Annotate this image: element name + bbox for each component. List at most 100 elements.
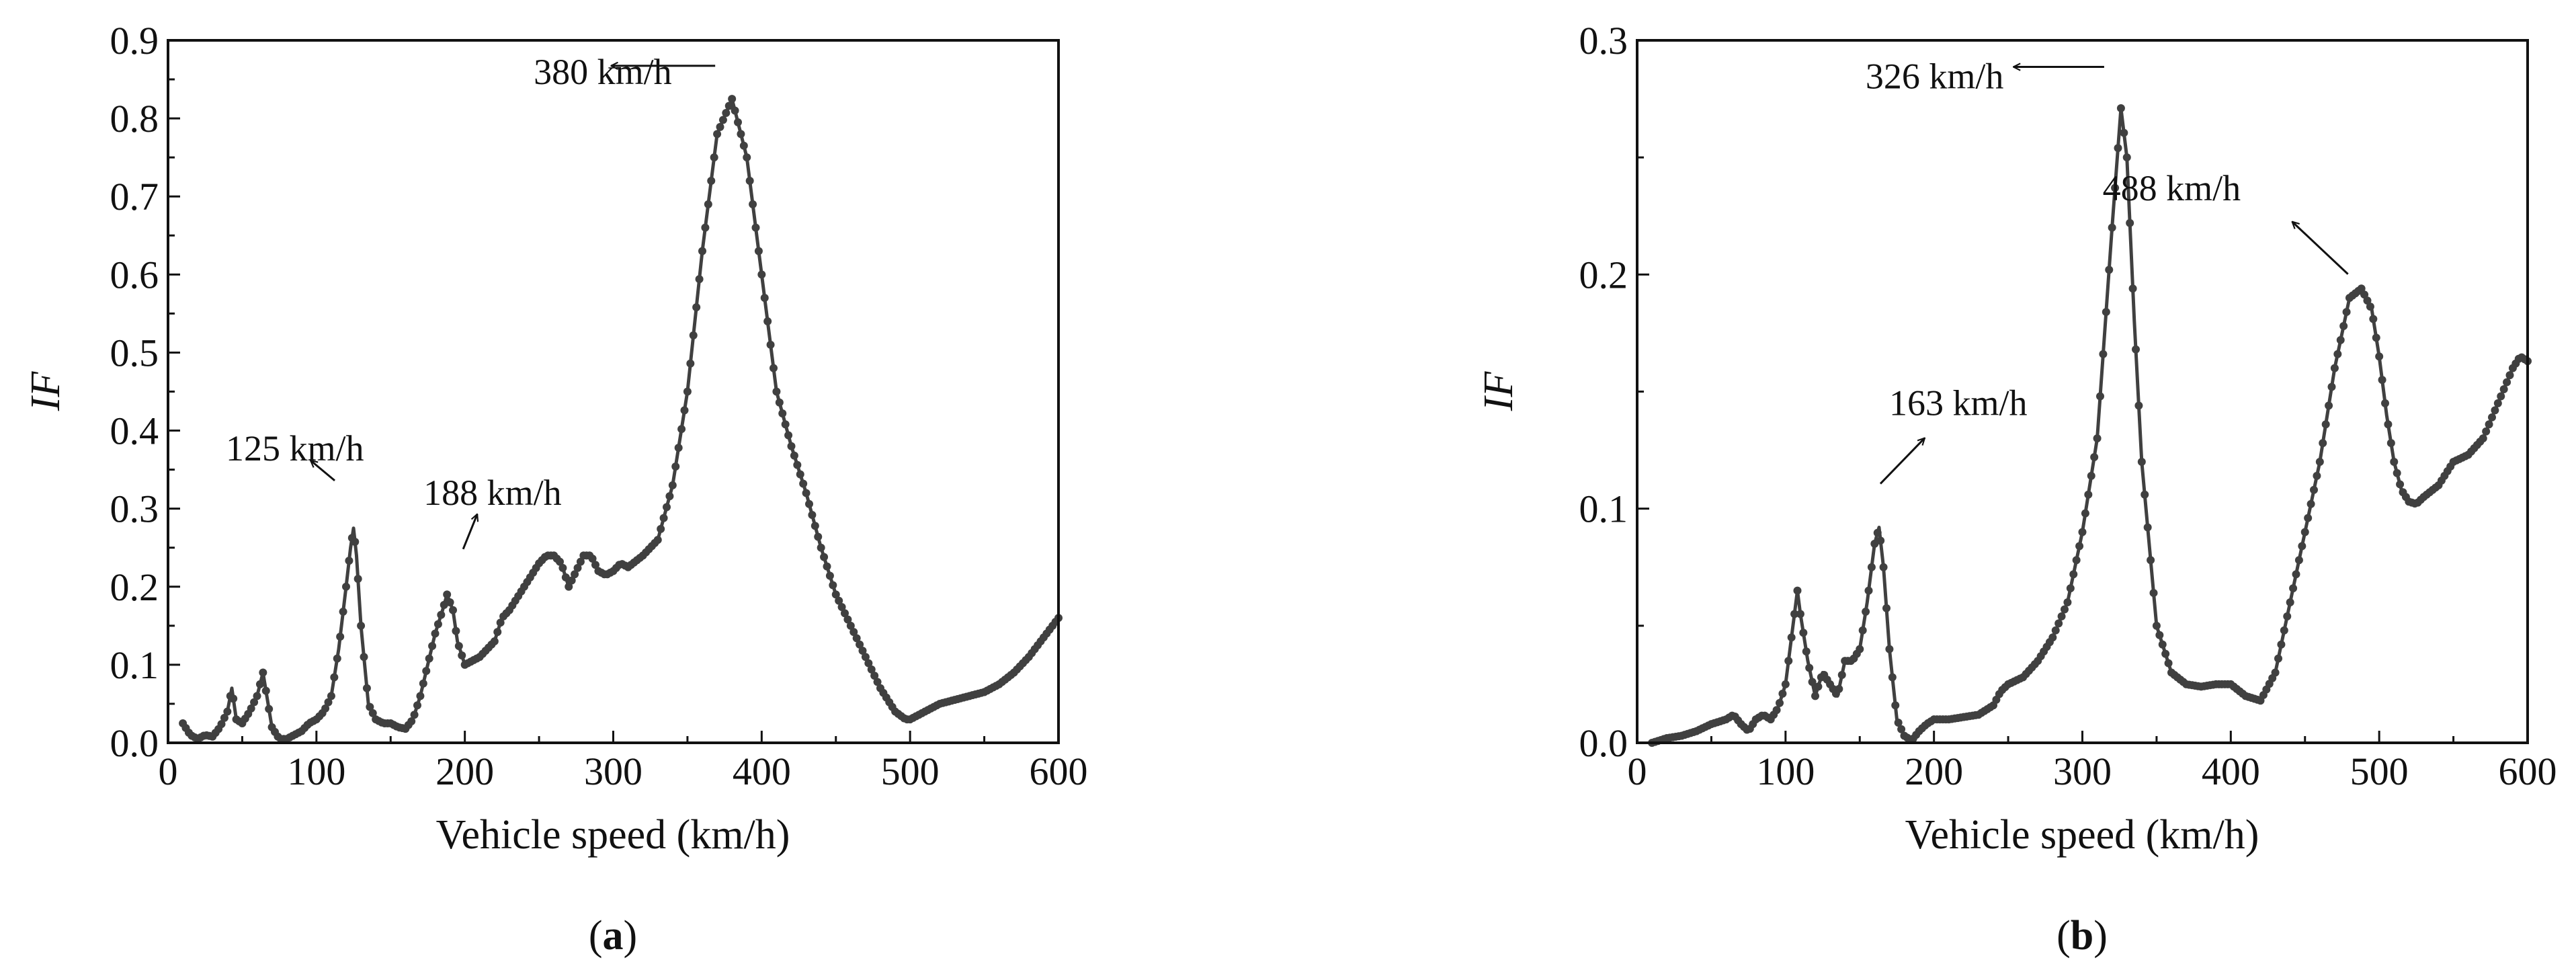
annotation-arrow [1879,438,1925,485]
x-tick-label: 0 [159,750,178,793]
x-tick-label: 400 [2202,750,2260,793]
data-point [820,553,829,561]
data-point [2479,434,2487,443]
x-tick-label: 600 [2499,750,2557,793]
y-tick-label: 0.4 [110,409,159,453]
panel-label-a: (a) [589,913,637,959]
data-line [1651,106,2529,745]
data-point [1873,528,1882,537]
data-point [2105,266,2114,274]
data-point [2319,439,2327,448]
data-point [1835,684,1843,693]
data-point [799,479,808,488]
y-tick-label: 0.1 [110,643,159,687]
data-point [663,503,671,512]
data-point [698,247,706,255]
data-point [2363,296,2372,305]
data-point [2384,420,2393,429]
data-point [362,684,371,692]
data-point [443,590,452,599]
data-point [2390,458,2399,466]
data-point [2090,453,2099,462]
data-point [778,409,787,418]
data-point [1891,701,1900,710]
data-point [2078,528,2087,536]
data-point [2102,308,2110,317]
y-tick-label: 0.9 [110,19,159,63]
data-point [1814,682,1823,691]
data-point [1808,678,1817,686]
y-tick-label: 0.2 [110,565,159,609]
data-point [2381,399,2389,407]
data-point [2298,542,2307,551]
chart-panel-a: 380 km/h 125 km/h 188 km/h 0 100 200 300 400 50… [23,19,1088,959]
data-point [2120,128,2128,137]
annotation-arrow [2292,222,2349,275]
data-point [259,668,267,677]
data-point [1864,586,1873,595]
data-point [556,557,564,566]
data-point [454,642,463,651]
y-tick-label: 0.8 [110,97,159,140]
data-point [846,621,855,630]
data-point [754,247,763,255]
y-tick-label: 0.2 [1579,253,1628,296]
data-point [2294,556,2303,565]
data-point [588,554,597,563]
x-tick-label: 200 [1905,750,1963,793]
data-point [2075,542,2084,551]
data-point [2111,184,2120,192]
data-point [713,130,722,138]
data-point [2116,104,2125,113]
data-point [339,607,347,616]
data-point [716,122,724,131]
data-point [576,557,585,566]
data-point [683,387,692,396]
data-point [689,331,698,339]
data-point [565,582,573,591]
data-point [674,444,683,452]
data-point [2307,499,2315,508]
data-point [357,621,366,630]
data-point [261,686,270,695]
data-point [229,694,238,703]
data-point [1885,645,1894,653]
data-point [1876,536,1885,545]
data-point [223,707,232,716]
data-point [668,481,677,489]
y-tick-label: 0.0 [110,721,159,765]
data-point [333,654,341,663]
data-point [677,425,686,434]
data-point [321,704,330,713]
data-point [671,462,680,471]
data-point [849,628,858,637]
data-point [2069,570,2078,579]
data-point [2093,434,2102,443]
data-point [790,451,798,460]
annotation-label: 488 km/h [2103,168,2241,208]
data-point [2327,383,2336,391]
data-point [2081,509,2089,518]
data-point [217,720,226,729]
data-point [2274,654,2282,663]
data-point [796,470,804,479]
data-point [351,538,360,547]
data-point [2336,335,2345,344]
data-point [2155,631,2164,639]
data-point [1867,563,1876,571]
data-point [680,406,689,415]
x-tick-label: 300 [2053,750,2112,793]
data-point [811,522,819,530]
y-tick-label: 0.7 [110,175,159,218]
data-point [2304,514,2313,522]
data-point [2271,668,2280,677]
data-point [561,573,570,581]
data-point [1805,663,1814,672]
data-point [2300,528,2309,536]
data-point [419,679,427,688]
data-point [2310,485,2318,494]
data-point [2321,420,2330,429]
data-point [2057,612,2066,620]
data-point [781,420,790,429]
data-point [2099,350,2108,358]
